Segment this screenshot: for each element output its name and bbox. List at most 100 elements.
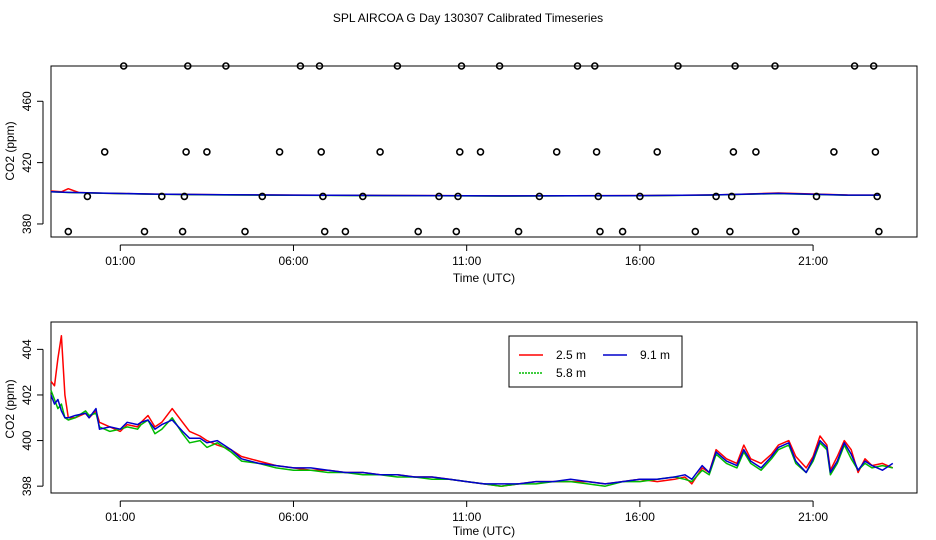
calibration-point [393,62,402,70]
calibration-point [476,148,485,156]
top-y-axis: 380 420 460 [20,91,44,234]
calibration-point [341,227,350,236]
calibration-point [140,227,149,236]
calibration-point [594,192,603,201]
calibration-point [596,227,604,236]
calibration-point [573,62,582,70]
calibration-point [452,227,461,236]
calibration-point [319,192,327,201]
top-y-tick-label: 420 [20,152,34,172]
top-x-axis-label: Time (UTC) [453,271,515,285]
calibration-point [184,62,192,70]
figure-title: SPL AIRCOA G Day 130307 Calibrated Times… [333,11,603,25]
top-x-tick-label: 06:00 [278,254,308,268]
calibration-point [376,148,384,156]
calibration-point [712,192,720,201]
bottom-x-axis: 01:00 06:00 11:00 16:00 21:00 [105,500,828,524]
calibration-point [275,148,284,156]
bottom-series-group [50,334,894,487]
top-x-tick-label: 21:00 [798,254,828,268]
calibration-point [653,148,662,156]
calibration-point [454,192,462,201]
top-y-tick-label: 460 [20,91,34,111]
calibration-point [178,227,187,236]
top-calibration-points [64,62,883,236]
legend: 2.5 m 9.1 m 5.8 m [508,335,683,388]
bottom-x-tick-label: 21:00 [798,510,828,524]
bottom-x-tick-label: 11:00 [452,510,481,524]
calibration-point [495,62,504,70]
bottom-plot-frame [50,321,918,494]
top-series-group [50,187,879,197]
calibration-point [875,227,883,236]
legend-label-9-1m: 9.1 m [640,348,670,362]
top-x-axis: 01:00 06:00 11:00 16:00 21:00 [105,244,828,268]
calibration-point [674,62,682,70]
bottom-panel: 01:00 06:00 11:00 16:00 21:00 398 400 402 404 T… [3,321,918,538]
bottom-y-axis-label: CO2 (ppm) [3,379,17,438]
calibration-point [592,148,601,156]
calibration-point [771,62,779,70]
calibration-point [618,227,627,236]
calibration-point [457,62,466,70]
calibration-point [119,62,128,70]
calibration-point [691,227,700,236]
bottom-x-tick-label: 16:00 [625,510,655,524]
calibration-point [791,227,800,236]
calibration-point [180,192,189,201]
bottom-y-tick-label: 404 [20,339,34,359]
calibration-point [64,227,73,236]
calibration-point [455,148,464,156]
calibration-point [320,227,329,236]
calibration-point [258,192,267,201]
legend-box [508,335,683,388]
bottom-y-tick-label: 398 [20,476,34,496]
calibration-point [358,192,367,201]
calibration-point [83,192,92,201]
calibration-point [414,227,423,236]
top-panel: 01:00 06:00 11:00 16:00 21:00 380 420 460 Time… [3,62,918,285]
calibration-point [552,148,561,156]
bottom-y-axis: 398 400 402 404 [20,339,44,496]
calibration-point [727,192,736,201]
calibration-point [869,62,878,70]
calibration-point [812,192,821,201]
calibration-point [731,62,739,70]
calibration-point [100,148,109,156]
legend-label-2-5m: 2.5 m [556,348,586,362]
bottom-y-tick-label: 400 [20,430,34,450]
calibration-point [317,148,326,156]
calibration-point [850,62,859,70]
bottom-x-tick-label: 01:00 [105,510,135,524]
top-x-tick-label: 16:00 [625,254,655,268]
legend-label-5-8m: 5.8 m [556,366,586,380]
bottom-x-tick-label: 06:00 [278,510,308,524]
calibration-point [871,148,880,156]
top-y-tick-label: 380 [20,214,34,234]
calibration-point [590,62,599,70]
top-plot-frame [50,65,918,238]
top-series-9-1-m [50,191,879,197]
calibration-point [241,227,249,236]
bottom-series-5-8-m [50,390,893,487]
calibration-point [514,227,523,236]
calibration-point [636,192,644,201]
top-y-axis-label: CO2 (ppm) [3,121,17,180]
bottom-series-9-1-m [50,394,894,485]
bottom-y-tick-label: 402 [20,385,34,405]
calibration-point [830,148,838,156]
calibration-point [203,148,211,156]
top-x-tick-label: 01:00 [105,254,135,268]
top-x-tick-label: 11:00 [452,254,481,268]
bottom-x-axis-label: Time (UTC) [453,524,515,538]
calibration-point [726,227,734,236]
calibration-point [729,148,738,156]
calibration-point [182,148,190,156]
calibration-point [158,192,166,201]
calibration-point [752,148,760,156]
calibration-point [873,192,882,201]
calibration-point [315,62,324,70]
calibration-point [296,62,305,70]
calibration-point [435,192,443,201]
